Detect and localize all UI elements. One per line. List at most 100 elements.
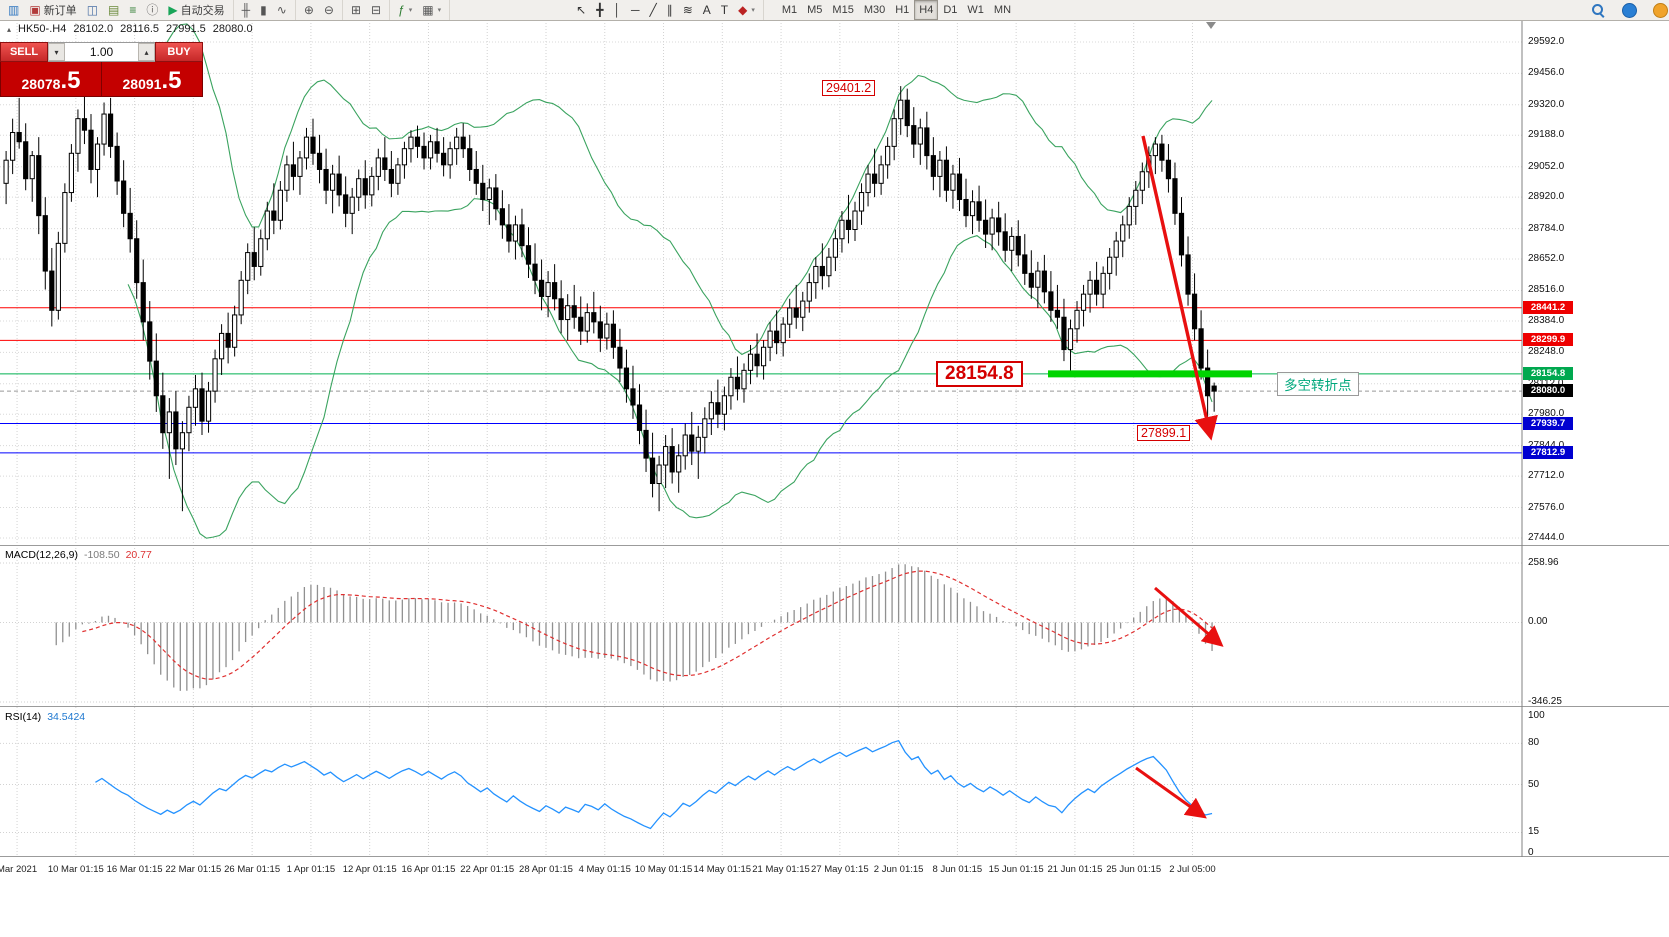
market-watch-button[interactable]: ≡ (124, 0, 141, 20)
rsi-indicator-label: RSI(14) 34.5424 (5, 711, 85, 723)
rsi-tick: 80 (1528, 737, 1540, 749)
rsi-value: 34.5424 (47, 711, 86, 723)
new-order-button[interactable]: ▣ 新订单 (24, 0, 81, 20)
tools-group: ↖ ╋ │ ─ ╱ ∥ ≋ A T ◆ ▾ (568, 0, 764, 20)
tf-h4-button[interactable]: H4 (914, 0, 939, 20)
price-down-arrow[interactable] (1141, 135, 1218, 441)
toolbar-left: ▥ ▣ 新订单 ◫ ▤ ≡ ⓘ ▶ 自动交易 ╫ ▮ ∿ ⊕ ⊖ ⊞ ⊟ ƒ ▾ ▦ ▾ ↖ ╋ │ ─ ╱ ∥ ≋ A T ◆ ▾ M1 M5… (0, 0, 1019, 20)
search-button-icon (1591, 3, 1606, 18)
macd-down-arrow[interactable] (1154, 586, 1224, 647)
rsi-name: RSI(14) (5, 711, 42, 723)
sell-price[interactable]: 28078 .5 (1, 62, 102, 96)
templates-button[interactable]: ▦ ▾ (417, 0, 446, 20)
tf-m1-button[interactable]: M1 (781, 4, 798, 16)
zoom-in-button[interactable]: ⊕ (299, 0, 319, 20)
tf-h1-button[interactable]: H1 (895, 4, 910, 16)
price-tick: 27712.0 (1528, 470, 1565, 482)
buy-button[interactable]: BUY (155, 42, 203, 62)
time-label: 26 Mar 01:15 (224, 864, 281, 875)
price-tick: 28516.0 (1528, 284, 1565, 296)
zoom-out-button[interactable]: ⊖ (319, 0, 339, 20)
auto-scroll-button-icon: ⊟ (371, 3, 382, 17)
bollinger-lower-band (127, 198, 1213, 539)
cursor-tool-button[interactable]: ↖ (571, 0, 591, 20)
bar-chart-button[interactable]: ╫ (237, 0, 256, 20)
shapes-tool-button[interactable]: ◆ ▾ (733, 0, 760, 20)
cursor-tool-button-icon: ↖ (576, 3, 587, 17)
alerts-button[interactable] (1648, 0, 1668, 20)
chart-close-value: 28080.0 (212, 23, 253, 35)
chart-high-value: 28116.5 (120, 23, 160, 35)
tf-m30-button[interactable]: M30 (863, 4, 886, 16)
price-tick: 29320.0 (1528, 98, 1565, 110)
chart-shift-marker[interactable] (1206, 22, 1216, 29)
community-button[interactable] (1617, 0, 1642, 20)
rsi-tick: 0 (1528, 847, 1534, 858)
trendline-tool-button[interactable]: ╱ (644, 0, 661, 20)
crosshair-tool-button[interactable]: ╋ (591, 0, 608, 20)
label-tool-button[interactable]: T (716, 0, 733, 20)
lot-size-value[interactable]: 1.00 (89, 45, 114, 59)
profiles-button[interactable]: ▤ (103, 0, 124, 20)
price-tick: 29052.0 (1528, 160, 1565, 172)
time-label: 14 May 01:15 (693, 864, 752, 875)
zoom-in-button-icon: ⊕ (303, 3, 314, 17)
fibonacci-tool-button-icon: ≋ (682, 3, 693, 17)
tf-m15-button[interactable]: M15 (832, 4, 854, 16)
search-button[interactable] (1586, 0, 1611, 20)
autotrading-button-label: 自动交易 (180, 5, 225, 17)
vertical-line-tool-button[interactable]: │ (608, 0, 626, 20)
channel-tool-button[interactable]: ∥ (662, 0, 678, 20)
turning-point-label[interactable]: 多空转折点 (1277, 372, 1359, 396)
low-price-label[interactable]: 27899.1 (1137, 425, 1191, 441)
alerts-button-icon (1653, 2, 1668, 18)
price-tick: 27980.0 (1528, 408, 1565, 420)
tf-w1-button[interactable]: W1 (967, 4, 984, 16)
market-watch-button-icon: ≡ (129, 3, 137, 17)
lot-increase-button[interactable]: ▴ (138, 43, 155, 61)
peak-price-label[interactable]: 29401.2 (822, 80, 876, 96)
chart-windows-button[interactable]: ◫ (82, 0, 103, 20)
vertical-line-tool-button-icon: │ (613, 3, 621, 17)
chart-shortcut-button[interactable]: ▥ (3, 0, 24, 20)
candles-layer (3, 86, 1217, 512)
time-label: 21 May 01:15 (752, 864, 810, 875)
horizontal-lines-layer[interactable] (0, 307, 1522, 454)
price-axis[interactable]: 29592.0 29456.0 29320.0 29188.0 29052.0 28920… (1523, 20, 1669, 858)
price-tick: 29188.0 (1528, 129, 1565, 141)
indicators-button[interactable]: ƒ ▾ (393, 0, 417, 20)
horizontal-line-tool-button-icon: ─ (630, 3, 640, 17)
pivot-price-label[interactable]: 28154.8 (936, 361, 1023, 387)
chart-windows-button-icon: ◫ (86, 3, 99, 17)
line-chart-button[interactable]: ∿ (272, 0, 292, 20)
insert-group: ƒ ▾ ▦ ▾ (390, 0, 451, 20)
tf-d1-button[interactable]: D1 (943, 4, 958, 16)
price-tick: 29592.0 (1528, 36, 1565, 47)
lot-decrease-button[interactable]: ▾ (48, 43, 65, 61)
support-zone-bar[interactable] (1048, 370, 1252, 378)
price-tag-28154.8: 28154.8 (1523, 366, 1573, 380)
zoom-group: ⊕ ⊖ (296, 0, 343, 20)
tf-mn-button[interactable]: MN (993, 4, 1012, 16)
autotrading-button[interactable]: ▶ 自动交易 (163, 0, 229, 20)
tile-windows-button[interactable]: ⊞ (346, 0, 366, 20)
buy-price[interactable]: 28091 .5 (102, 62, 202, 96)
text-tool-button[interactable]: A (698, 0, 716, 20)
sell-price-frac: .5 (60, 67, 81, 94)
macd-tick: 258.96 (1528, 557, 1559, 568)
rsi-down-arrow[interactable] (1135, 766, 1207, 819)
time-label: 27 May 01:15 (811, 864, 869, 875)
sell-button[interactable]: SELL (0, 42, 48, 62)
time-label: 15 Jun 01:15 (988, 864, 1044, 875)
time-label: 1 Apr 01:15 (286, 864, 336, 875)
candlestick-chart-button[interactable]: ▮ (255, 0, 272, 20)
chart-type-group: ╫ ▮ ∿ (234, 0, 296, 20)
data-window-button[interactable]: ⓘ (141, 0, 163, 20)
auto-scroll-button[interactable]: ⊟ (366, 0, 386, 20)
tf-m5-button[interactable]: M5 (807, 4, 823, 16)
fibonacci-tool-button[interactable]: ≋ (678, 0, 698, 20)
horizontal-line-tool-button[interactable]: ─ (626, 0, 645, 20)
time-axis[interactable]: Mar 2021 10 Mar 01:15 16 Mar 01:15 22 Mar 0… (0, 857, 1522, 881)
